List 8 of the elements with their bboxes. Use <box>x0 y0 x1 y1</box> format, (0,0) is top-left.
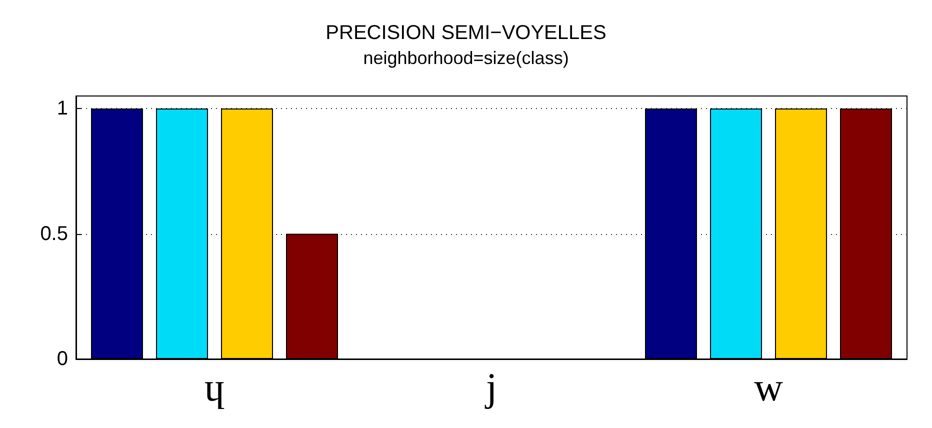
y-tick-label: 1 <box>56 98 68 120</box>
x-tick-label: w <box>754 364 784 410</box>
chart-title: PRECISION SEMI−VOYELLES <box>326 22 606 44</box>
chart-subtitle: neighborhood=size(class) <box>363 48 569 68</box>
y-tick-label: 0 <box>56 348 68 370</box>
x-tick-label: j <box>484 364 498 410</box>
y-tick-label: 0.5 <box>40 222 68 245</box>
x-tick-label: ɥ <box>204 364 224 410</box>
